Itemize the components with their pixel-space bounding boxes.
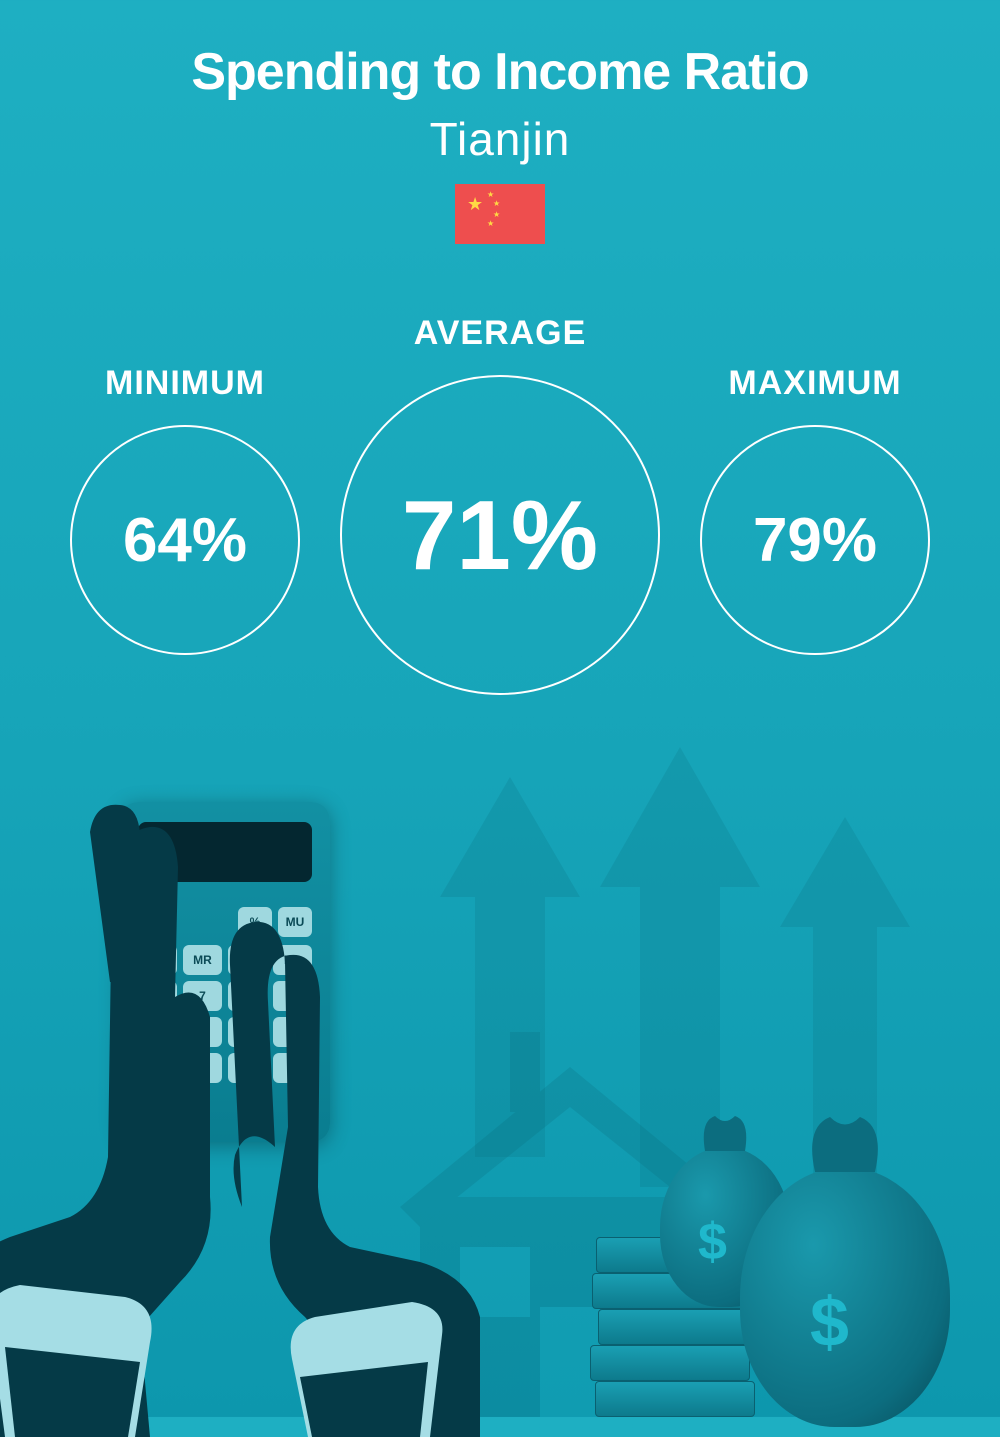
stat-average: AVERAGE 71% bbox=[340, 314, 660, 695]
arrow-icon bbox=[780, 817, 910, 1177]
stat-value-average: 71% bbox=[402, 479, 598, 592]
stat-value-maximum: 79% bbox=[753, 505, 877, 576]
stat-minimum: MINIMUM 64% bbox=[70, 364, 300, 655]
calc-key: 8 bbox=[228, 981, 267, 1011]
stat-circle-minimum: 64% bbox=[70, 425, 300, 655]
hand-right-icon bbox=[200, 777, 480, 1437]
stat-circle-average: 71% bbox=[340, 375, 660, 695]
illustration: $ $ % MU MCMRM-M+ +/-789 ▶456 C/A123 bbox=[0, 737, 1000, 1417]
stat-label-minimum: MINIMUM bbox=[105, 364, 265, 403]
calc-key: M+ bbox=[273, 945, 312, 975]
calc-key: 9 bbox=[273, 981, 312, 1011]
calc-key: MC bbox=[138, 945, 177, 975]
calc-key: 4 bbox=[183, 1017, 222, 1047]
house-icon bbox=[380, 1027, 760, 1417]
calc-key: +/- bbox=[138, 981, 177, 1011]
calc-key: M- bbox=[228, 945, 267, 975]
stat-label-average: AVERAGE bbox=[414, 314, 587, 353]
calc-key: 3 bbox=[273, 1053, 312, 1083]
stat-value-minimum: 64% bbox=[123, 505, 247, 576]
calc-key: 2 bbox=[228, 1053, 267, 1083]
cash-stack-icon bbox=[590, 1207, 760, 1417]
page-title: Spending to Income Ratio bbox=[0, 42, 1000, 102]
stats-row: MINIMUM 64% AVERAGE 71% MAXIMUM 79% bbox=[0, 314, 1000, 695]
header: Spending to Income Ratio Tianjin ★ ★ ★ ★… bbox=[0, 0, 1000, 244]
page-subtitle: Tianjin bbox=[0, 112, 1000, 166]
stat-maximum: MAXIMUM 79% bbox=[700, 364, 930, 655]
stat-label-maximum: MAXIMUM bbox=[728, 364, 901, 403]
calc-key: C/A bbox=[138, 1053, 177, 1083]
hand-left-icon bbox=[0, 737, 270, 1437]
arrow-icon bbox=[600, 747, 760, 1187]
calculator-hands: % MU MCMRM-M+ +/-789 ▶456 C/A123 bbox=[0, 777, 450, 1417]
money-bags-icon: $ $ bbox=[630, 1037, 970, 1417]
stat-circle-maximum: 79% bbox=[700, 425, 930, 655]
calculator-icon: % MU MCMRM-M+ +/-789 ▶456 C/A123 bbox=[120, 802, 330, 1142]
calc-key: 7 bbox=[183, 981, 222, 1011]
arrow-icon bbox=[440, 777, 580, 1157]
calc-key: ▶ bbox=[138, 1017, 177, 1047]
calc-key: 6 bbox=[273, 1017, 312, 1047]
calc-key: MR bbox=[183, 945, 222, 975]
flag-icon: ★ ★ ★ ★ ★ bbox=[455, 184, 545, 244]
calc-key: 5 bbox=[228, 1017, 267, 1047]
calc-key: 1 bbox=[183, 1053, 222, 1083]
